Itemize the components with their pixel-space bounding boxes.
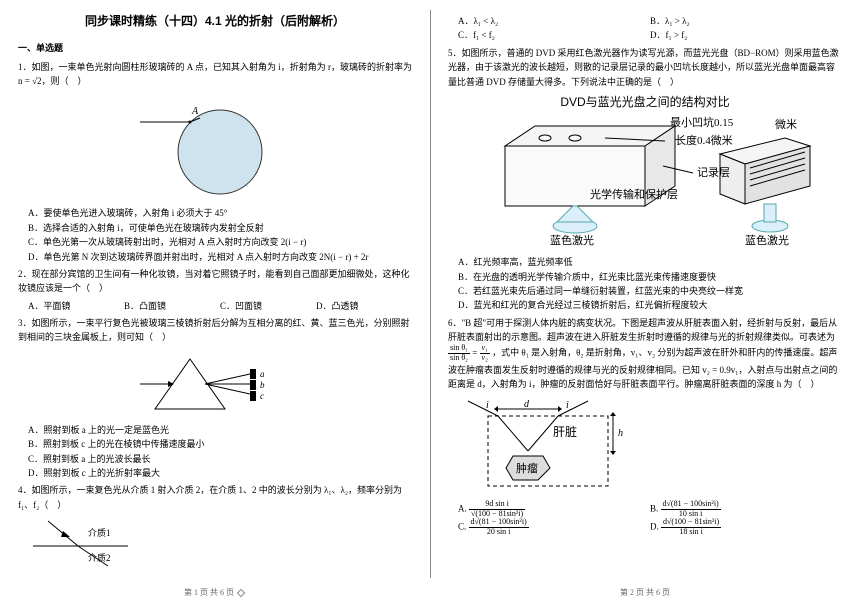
label-pit: 最小凹坑0.15 [670, 116, 734, 129]
q3-optD: D．照射到板 c 上的光折射率最大 [28, 466, 412, 480]
svg-text:蓝色激光: 蓝色激光 [550, 233, 594, 247]
svg-text:a: a [260, 369, 265, 379]
q4-optC: C．f₁ < f₂ [458, 28, 650, 42]
svg-text:长度0.4微米: 长度0.4微米 [675, 133, 733, 147]
worksheet-title: 同步课时精练（十四）4.1 光的折射（后附解析） [18, 12, 412, 31]
q4-optD: D．f₁ > f₂ [650, 28, 842, 42]
svg-text:b: b [260, 380, 265, 390]
q6-optD: D. d√(100 − 81sin²i)18 sin i [650, 518, 842, 537]
svg-text:A: A [191, 106, 199, 117]
q6-optB: B. d√(81 − 100sin²i)10 sin i [650, 500, 842, 519]
q3-optC: C．照射到板 a 上的光波长最长 [28, 452, 412, 466]
svg-text:c: c [260, 391, 264, 401]
svg-text:i: i [486, 400, 489, 411]
svg-text:d: d [524, 399, 530, 410]
question-5: 5．如图所示，普通的 DVD 采用红色激光器作为读写光源，而蓝光光盘（BD−RO… [448, 46, 842, 89]
q4-figure: 介质1 介质2 [28, 516, 138, 571]
q2-optA: A．平面镜 [28, 299, 124, 313]
q3-optB: B．照射到板 c 上的光在棱镜中传播速度最小 [28, 437, 412, 451]
question-4: 4．如图所示，一束复色光从介质 1 射入介质 2，在介质 1、2 中的波长分别为… [18, 483, 412, 512]
q6-figure: i i d h 肝脏 肿瘤 [458, 396, 638, 496]
q4-optA: A．λ₁ < λ₂ [458, 14, 650, 28]
svg-text:蓝色激光: 蓝色激光 [745, 233, 789, 247]
q1-optC: C．单色光第一次从玻璃砖射出时，光相对 A 点入射时方向改变 2(i − r) [28, 235, 412, 249]
q5-optC: C．若红蓝光束先后通过同一单缝衍射装置，红蓝光束的中央亮纹一样宽 [458, 284, 842, 298]
svg-text:介质2: 介质2 [88, 552, 111, 563]
q1-stem: 1．如图，一束单色光射向圆柱形玻璃砖的 A 点，已知其入射角为 i，折射角为 r… [18, 62, 412, 86]
page-footer-right: 第 2 页 共 6 页 [430, 587, 860, 600]
svg-text:微米: 微米 [775, 117, 797, 131]
q2-options: A．平面镜 B．凸面镜 C．凹面镜 D．凸透镜 [28, 299, 412, 313]
q1-optD: D．单色光第 N 次到达玻璃砖界面并射出时，光相对 A 点入射时方向改变 2N(… [28, 250, 412, 264]
q5-optA: A．红光频率高，蓝光频率低 [458, 255, 842, 269]
q2-optD: D．凸透镜 [316, 299, 412, 313]
svg-text:介质1: 介质1 [88, 527, 111, 538]
q6-optA: A. 9d sin i√(100 − 81sin²i) [458, 500, 650, 519]
q3-figure: a b c [140, 349, 290, 419]
question-1: 1．如图，一束单色光射向圆柱形玻璃砖的 A 点，已知其入射角为 i，折射角为 r… [18, 60, 412, 89]
question-3: 3．如图所示，一束平行复色光被玻璃三棱镜折射后分解为互相分离的红、黄、蓝三色光，… [18, 316, 412, 345]
q3-optA: A．照射到板 a 上的光一定是蓝色光 [28, 423, 412, 437]
svg-text:记录层: 记录层 [697, 166, 730, 179]
diamond-icon [237, 589, 245, 597]
q1-figure: A [140, 92, 290, 202]
svg-text:i: i [566, 400, 569, 411]
question-2: 2．现在部分宾馆的卫生间有一种化妆镜，当对着它照镜子时，能看到自己面部更加细微处… [18, 267, 412, 296]
section-heading: 一、单选题 [18, 41, 412, 55]
q5-optB: B．在光盘的透明光学传输介质中，红光束比蓝光束传播速度要快 [458, 270, 842, 284]
q4-options: A．λ₁ < λ₂ B．λ₁ > λ₂ C．f₁ < f₂ D．f₁ > f₂ [458, 14, 842, 43]
svg-text:光学传输和保护层: 光学传输和保护层 [590, 187, 678, 201]
left-column: 同步课时精练（十四）4.1 光的折射（后附解析） 一、单选题 1．如图，一束单色… [0, 0, 430, 608]
svg-text:h: h [618, 428, 623, 439]
q6-stem-a: 6．"B 超"可用于探测人体内脏的病变状况。下图是超声波从肝脏表面入射，经折射与… [448, 318, 837, 342]
svg-text:肝脏: 肝脏 [553, 424, 577, 439]
q6-stem-b: ，式中 θ₁ 是入射角，θ₂ 是折射角，v₁、v₂ 分别为超声波在肝外和肝内的传… [448, 348, 837, 390]
q2-optB: B．凸面镜 [124, 299, 220, 313]
q2-optC: C．凹面镜 [220, 299, 316, 313]
q1-optB: B．选择合适的入射角 i，可使单色光在玻璃砖内发射全反射 [28, 221, 412, 235]
q6-optC: C. d√(81 − 100sin²i)20 sin i [458, 518, 650, 537]
q5-figure: 蓝色激光 蓝色激光 最小凹坑0.15 长度0.4微米 微米 记录层 光学传输和保… [475, 116, 815, 251]
question-6: 6．"B 超"可用于探测人体内脏的病变状况。下图是超声波从肝脏表面入射，经折射与… [448, 316, 842, 392]
q5-diagram-title: DVD与蓝光光盘之间的结构对比 [448, 93, 842, 112]
q6-options: A. 9d sin i√(100 − 81sin²i) B. d√(81 − 1… [458, 500, 842, 537]
svg-text:肿瘤: 肿瘤 [516, 461, 538, 475]
q1-optA: A．要使单色光进入玻璃砖，入射角 i 必须大于 45° [28, 206, 412, 220]
page-footer-left: 第 1 页 共 6 页 [0, 587, 430, 600]
q5-optD: D．蓝光和红光的复合光经过三棱镜折射后，红光偏折程度较大 [458, 298, 842, 312]
q6-inline-frac: sin θ₁sin θ₂ [448, 344, 470, 363]
right-column: A．λ₁ < λ₂ B．λ₁ > λ₂ C．f₁ < f₂ D．f₁ > f₂ … [430, 0, 860, 608]
q4-optB: B．λ₁ > λ₂ [650, 14, 842, 28]
